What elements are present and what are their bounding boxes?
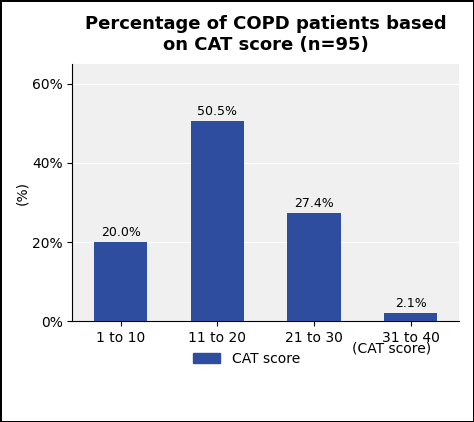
Bar <box>191 121 244 322</box>
Y-axis label: (%): (%) <box>15 181 29 205</box>
Text: 27.4%: 27.4% <box>294 197 334 210</box>
Bar <box>94 242 147 322</box>
Bar <box>384 313 437 322</box>
Text: 50.5%: 50.5% <box>197 105 237 118</box>
Bar <box>287 213 340 322</box>
Legend: CAT score: CAT score <box>187 346 305 371</box>
Title: Percentage of COPD patients based
on CAT score (n=95): Percentage of COPD patients based on CAT… <box>85 15 447 54</box>
Text: 2.1%: 2.1% <box>395 297 427 310</box>
Text: 20.0%: 20.0% <box>100 226 140 239</box>
Text: (CAT score): (CAT score) <box>352 341 431 355</box>
